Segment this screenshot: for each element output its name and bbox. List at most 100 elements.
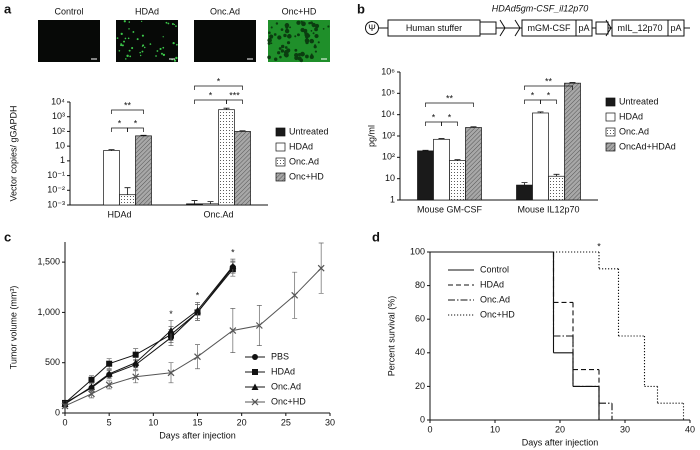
y-tick-label: 10⁴ — [51, 96, 65, 106]
x-axis-label: Days after injection — [159, 430, 236, 440]
data-point — [105, 370, 113, 377]
significance-bracket — [540, 99, 557, 104]
legend-label: Onc.Ad — [619, 126, 649, 136]
dark-speckle — [274, 57, 278, 61]
construct-spacer — [595, 21, 609, 35]
microscopy-image — [116, 20, 178, 62]
legend-marker — [252, 369, 258, 375]
fluorescent-cell — [160, 52, 163, 55]
legend-label: PBS — [271, 351, 289, 361]
y-tick-label: 10⁴ — [381, 109, 395, 119]
dark-speckle — [280, 49, 285, 53]
significance-label: * — [134, 118, 138, 128]
x-tick-label: 30 — [325, 417, 335, 427]
error-bar — [140, 134, 147, 136]
x-tick-label: 40 — [685, 424, 695, 434]
dark-speckle — [267, 38, 272, 43]
fluorescent-cell — [139, 54, 142, 57]
dark-speckle — [269, 34, 274, 39]
error-bar — [422, 149, 429, 151]
fluorescent-cell — [131, 46, 134, 50]
y-tick-label: 1,500 — [37, 256, 60, 266]
data-point — [194, 306, 201, 314]
legend-label: HDAd — [289, 141, 313, 151]
fluorescent-cell — [118, 49, 121, 52]
fluorescent-cell — [162, 46, 165, 49]
fluorescent-cell — [159, 47, 162, 51]
dark-speckle — [327, 25, 330, 28]
y-tick-label: 10² — [382, 152, 395, 162]
dark-speckle — [273, 33, 277, 36]
dark-speckle — [311, 22, 316, 28]
fluorescent-cell — [127, 37, 130, 40]
y-axis-label: Vector copies/ gGAPDH — [8, 105, 18, 201]
fluorescent-cell — [176, 43, 178, 46]
error-bar — [454, 159, 461, 161]
series-line — [64, 265, 234, 405]
x-tick-label: 10 — [490, 424, 500, 434]
bar — [532, 112, 549, 201]
data-point — [132, 359, 140, 366]
dark-speckle — [305, 40, 309, 45]
dark-speckle — [280, 44, 285, 49]
legend-label: HDAd — [271, 366, 295, 376]
dark-speckle — [286, 41, 291, 45]
dark-speckle — [314, 50, 317, 53]
dark-speckle — [310, 53, 313, 56]
y-tick-label: 1 — [60, 155, 65, 165]
legend-label: Onc.Ad — [289, 156, 319, 166]
y-tick-label: 10 — [55, 141, 65, 151]
y-tick-label: 10³ — [52, 111, 65, 121]
data-point — [61, 402, 69, 410]
significance-label: * — [209, 90, 213, 100]
construct-element-label: mIL_12p70 — [617, 23, 662, 33]
data-point — [132, 373, 140, 381]
significance-label: ** — [446, 93, 454, 103]
dark-speckle — [303, 28, 308, 33]
legend-swatch — [275, 172, 286, 182]
fluorescent-cell — [141, 20, 143, 22]
construct-element-label: mGM-CSF — [528, 23, 571, 33]
legend-swatch — [605, 112, 616, 122]
significance-bracket — [441, 121, 458, 126]
data-point — [229, 262, 237, 270]
dark-speckle — [314, 27, 318, 32]
y-tick-label: 40 — [415, 347, 425, 357]
dark-speckle — [268, 31, 271, 35]
y-tick-label: 100 — [410, 246, 425, 256]
y-tick-label: 0 — [420, 414, 425, 424]
significance-bracket — [425, 121, 442, 126]
bar — [234, 131, 251, 206]
construct-promoter — [514, 19, 521, 37]
error-bar — [553, 173, 560, 177]
significance-label: * — [448, 112, 452, 122]
legend-swatch — [605, 97, 616, 107]
fluorescent-cell — [120, 43, 122, 45]
y-tick-label: 1,000 — [37, 307, 60, 317]
fluorescent-cell — [141, 45, 144, 47]
dark-speckle — [300, 20, 303, 23]
data-point — [255, 322, 263, 329]
construct-promoter — [499, 19, 506, 37]
significance-bracket — [194, 85, 243, 90]
image-label: HDAd — [135, 6, 159, 16]
legend-label: HDAd — [480, 279, 504, 289]
y-tick-label: 60 — [415, 314, 425, 324]
construct-element — [575, 19, 593, 37]
dark-speckle — [289, 26, 292, 29]
legend-swatch — [605, 142, 616, 152]
fluorescent-cell — [128, 21, 131, 23]
dark-speckle — [314, 44, 317, 47]
legend-label: Control — [480, 264, 509, 274]
bar — [548, 175, 565, 201]
significance-label: * — [169, 309, 173, 319]
x-tick-label: 25 — [281, 417, 291, 427]
significance-label: * — [432, 112, 436, 122]
significance-bracket — [425, 102, 474, 107]
dark-speckle — [297, 56, 302, 61]
data-point — [88, 390, 95, 398]
fluorescent-cell — [132, 31, 135, 33]
dark-speckle — [312, 32, 315, 35]
fluorescent-cell — [175, 56, 178, 60]
data-point — [317, 264, 325, 272]
